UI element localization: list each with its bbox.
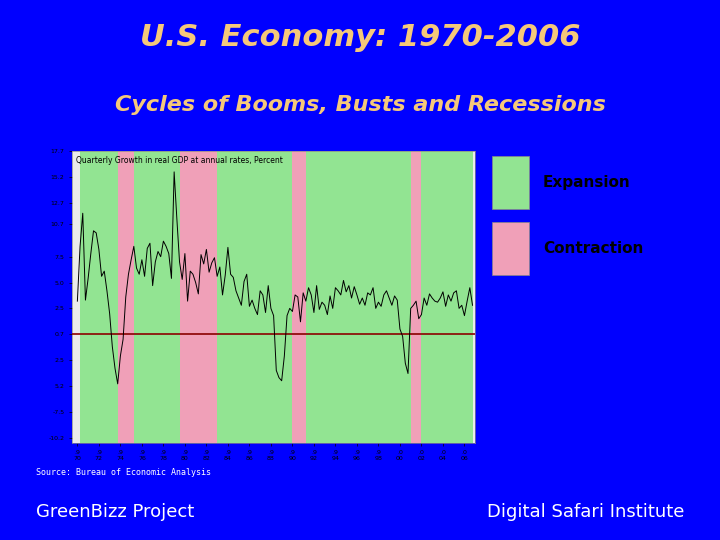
Text: Quarterly Growth in real GDP at annual rates, Percent: Quarterly Growth in real GDP at annual r… <box>76 156 283 165</box>
Bar <box>217 151 292 443</box>
Text: Digital Safari Institute: Digital Safari Institute <box>487 503 684 521</box>
Text: GreenBizz Project: GreenBizz Project <box>36 503 194 521</box>
Bar <box>117 151 134 443</box>
Bar <box>80 151 117 443</box>
Text: Cycles of Booms, Busts and Recessions: Cycles of Booms, Busts and Recessions <box>114 95 606 116</box>
Bar <box>134 151 179 443</box>
Bar <box>292 151 306 443</box>
Bar <box>492 156 528 209</box>
Text: Contraction: Contraction <box>543 241 643 256</box>
Text: Source: Bureau of Economic Analysis: Source: Bureau of Economic Analysis <box>36 468 211 477</box>
Bar <box>410 151 421 443</box>
Bar <box>306 151 410 443</box>
Bar <box>421 151 472 443</box>
Bar <box>492 221 528 275</box>
Text: U.S. Economy: 1970-2006: U.S. Economy: 1970-2006 <box>140 23 580 52</box>
Text: Expansion: Expansion <box>543 175 631 190</box>
Bar <box>179 151 217 443</box>
